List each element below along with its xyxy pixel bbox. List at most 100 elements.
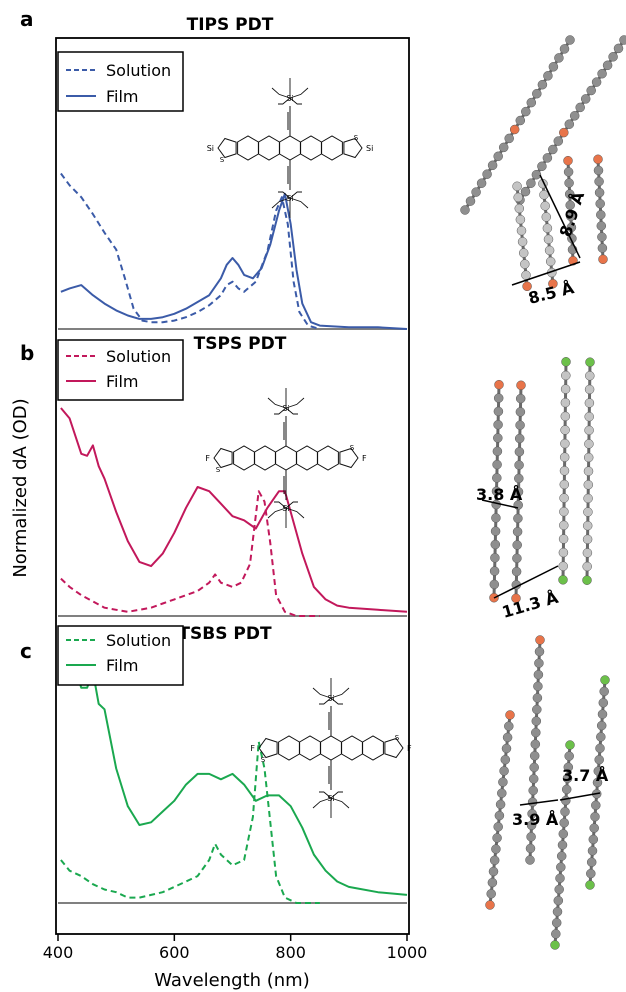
atom — [460, 205, 470, 215]
legend-label-solution-b: Solution — [106, 347, 171, 366]
silyl-top-arm-2 — [278, 97, 291, 105]
atom — [526, 178, 536, 188]
x-tick-label-600: 600 — [159, 943, 190, 962]
atom — [531, 716, 542, 726]
atom — [561, 357, 571, 367]
atom — [563, 167, 574, 177]
atom — [505, 710, 515, 720]
ring-3 — [300, 135, 322, 161]
atom — [558, 575, 568, 585]
atom — [589, 823, 599, 833]
series-line-b-film — [60, 407, 408, 613]
atom — [566, 211, 576, 222]
atom — [558, 829, 569, 839]
atom — [493, 393, 504, 403]
atom — [515, 214, 526, 225]
atom — [597, 243, 608, 253]
silyl-top-arm-0 — [267, 397, 287, 409]
atom — [543, 71, 553, 81]
atom — [575, 102, 585, 113]
atom — [509, 124, 520, 135]
legend-box-b — [57, 339, 184, 401]
atom — [465, 196, 476, 206]
silyl-bottom-arm-0 — [312, 797, 332, 809]
distance-label-c-left: 3.9 Å — [512, 810, 559, 829]
silyl-bottom-arm-0 — [267, 507, 287, 519]
atom — [548, 62, 559, 72]
end-group-left-label: F — [250, 744, 255, 753]
atom — [586, 868, 596, 879]
atom — [514, 203, 525, 214]
atom — [516, 225, 527, 236]
atom — [492, 459, 502, 470]
atom — [584, 384, 595, 395]
atom — [558, 561, 568, 571]
ring-4 — [317, 445, 339, 471]
atom — [560, 425, 570, 435]
atom — [582, 548, 593, 558]
atom — [485, 900, 495, 910]
distance-label-b-short: 3.8 Å — [476, 485, 523, 504]
atom — [582, 520, 593, 531]
atom — [597, 68, 607, 79]
atom — [561, 795, 571, 806]
atom — [513, 487, 524, 497]
thiophene-right — [339, 447, 359, 469]
x-axis: 400 600 800 1000 — [43, 934, 427, 962]
atom — [514, 433, 525, 444]
end-group-right-label: F — [362, 454, 367, 463]
atom — [497, 788, 507, 798]
atom — [560, 438, 570, 449]
atom — [613, 43, 624, 54]
silyl-top-arm-2 — [274, 407, 287, 415]
atom — [584, 425, 594, 436]
atom — [592, 777, 603, 788]
atom — [551, 918, 562, 928]
legend-box-c — [57, 625, 184, 686]
sulfur-right-label: S — [354, 134, 359, 142]
atom — [495, 799, 506, 810]
atom — [565, 35, 575, 45]
legend-b: Solution Film — [57, 339, 184, 401]
atom — [582, 561, 592, 572]
atom — [594, 176, 604, 187]
molecule-backbone — [566, 160, 575, 261]
thiophene-left — [217, 137, 237, 159]
legend-label-film-b: Film — [106, 372, 139, 391]
atom — [486, 889, 496, 899]
atom — [551, 929, 561, 939]
atom — [582, 575, 592, 585]
atom — [597, 232, 607, 242]
panel-letter-c: c — [20, 639, 32, 663]
molecule-backbone — [515, 186, 529, 287]
atom — [552, 906, 563, 917]
atom — [520, 259, 530, 269]
series-line-c-solution — [60, 740, 320, 904]
atom — [512, 181, 522, 192]
silyl-top-arm-3 — [289, 97, 302, 105]
legend-label-film-c: Film — [106, 656, 139, 675]
atom — [550, 940, 560, 950]
atom — [520, 186, 531, 197]
series-layer — [59, 172, 408, 904]
atom — [608, 52, 618, 62]
atom — [560, 806, 570, 817]
atom — [521, 270, 531, 280]
atom — [504, 133, 514, 144]
atom — [527, 808, 537, 819]
legend-label-solution-c: Solution — [106, 631, 171, 650]
ring-1 — [258, 135, 280, 161]
atom — [593, 766, 604, 776]
thiophene-right — [384, 737, 404, 759]
atom — [493, 419, 503, 430]
atom — [512, 526, 523, 537]
silyl-bottom-arm-3 — [285, 501, 298, 509]
atom — [562, 773, 573, 784]
atom — [527, 797, 538, 807]
atom — [500, 754, 511, 765]
thiophene-left — [213, 447, 233, 469]
atom — [526, 832, 536, 842]
atom — [559, 818, 569, 828]
silyl-bottom-arm-2 — [319, 791, 332, 799]
atom — [585, 357, 595, 367]
